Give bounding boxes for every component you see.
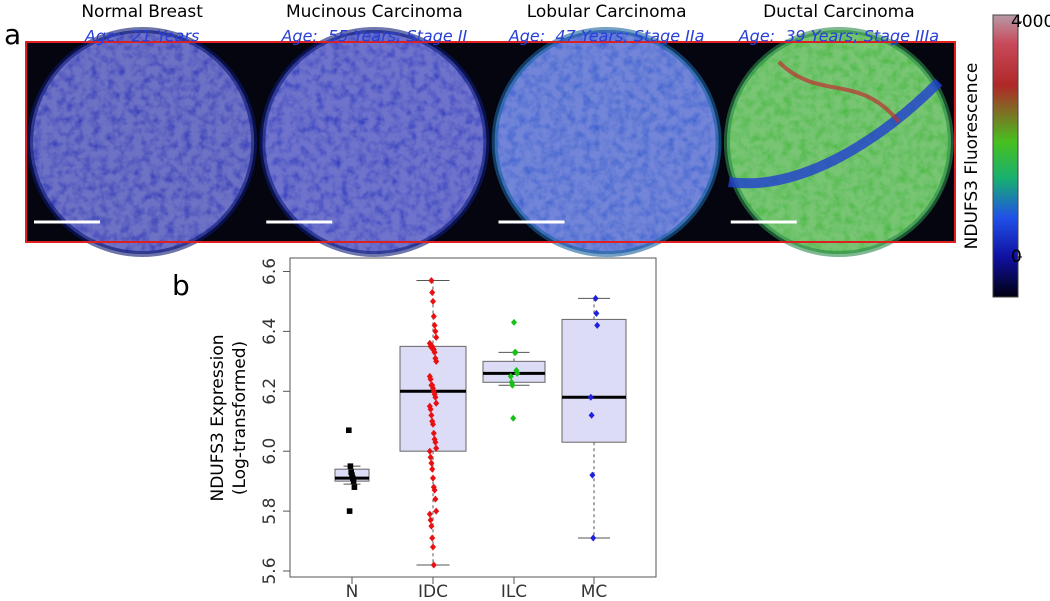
data-point	[430, 297, 436, 305]
y-axis-label: (Log-transformed)	[230, 341, 250, 495]
image-strip	[25, 27, 956, 257]
data-point	[431, 348, 438, 356]
data-point	[592, 294, 599, 302]
data-point	[432, 495, 439, 503]
x-tick-label: IDC	[418, 582, 448, 601]
data-point	[350, 478, 357, 484]
data-point	[593, 309, 600, 317]
data-point	[509, 381, 516, 389]
x-tick-label: ILC	[501, 582, 527, 601]
colorbar-label: NDUFS3 Fluorescence	[962, 63, 982, 250]
data-point	[433, 333, 440, 341]
data-point	[351, 484, 358, 490]
tissue-edge	[259, 27, 490, 257]
data-point	[430, 312, 437, 320]
data-point	[350, 475, 356, 481]
colorbar	[992, 14, 1019, 298]
y-axis-label: NDUFS3 Expression	[208, 334, 228, 501]
data-point	[348, 469, 354, 475]
image-border	[25, 41, 956, 243]
image-subtitle: Age: 21 Years	[84, 27, 200, 46]
stain	[728, 78, 943, 189]
data-point	[587, 393, 594, 401]
data-point	[510, 414, 517, 422]
y-tick-label: 6.0	[260, 438, 280, 465]
data-point	[511, 318, 517, 326]
data-point	[428, 411, 435, 419]
data-point	[430, 429, 437, 437]
data-point	[429, 465, 436, 473]
data-point	[507, 372, 514, 380]
data-point	[428, 276, 435, 284]
box	[561, 318, 627, 443]
image-title: Normal Breast	[81, 2, 203, 22]
x-tick-label: N	[346, 582, 359, 601]
data-point	[428, 459, 435, 467]
data-point	[426, 510, 433, 518]
data-point	[433, 507, 440, 515]
stain	[777, 60, 901, 124]
image-title: Lobular Carcinoma	[527, 2, 687, 22]
data-point	[433, 357, 440, 365]
data-point	[514, 369, 521, 377]
data-point	[430, 561, 437, 569]
x-tick-label: MC	[581, 582, 608, 601]
tissue-core	[30, 30, 255, 254]
tissue-core	[726, 30, 951, 254]
data-point	[427, 516, 434, 524]
data-point	[432, 438, 439, 446]
y-tick-label: 6.6	[260, 258, 280, 285]
data-point	[429, 288, 436, 296]
image-subtitle: Age: 47 Years; Stage IIa	[508, 27, 705, 46]
image-subtitle: Age: 39 Years; Stage IIIa	[738, 27, 939, 46]
data-point	[430, 474, 436, 482]
data-point	[427, 375, 434, 383]
tissue-core	[262, 30, 487, 254]
data-point	[427, 453, 434, 461]
image-subtitle: Age: 55 Years; Stage II	[280, 27, 467, 46]
tissue-core	[494, 30, 719, 254]
data-point	[428, 522, 435, 530]
data-point	[347, 463, 354, 469]
plot-frame	[289, 257, 657, 578]
colorbar-tick-label: 4000	[1011, 12, 1050, 32]
colorbar-tick-label: 0	[1011, 247, 1022, 267]
data-point	[346, 508, 353, 514]
data-point	[426, 447, 433, 455]
data-point	[432, 393, 439, 401]
data-point	[432, 327, 439, 335]
data-point	[433, 399, 440, 407]
data-point	[430, 420, 436, 428]
data-point	[427, 405, 434, 413]
data-point	[588, 411, 595, 419]
tissue-edge	[27, 27, 258, 257]
y-tick-label: 5.8	[260, 498, 280, 525]
data-point	[431, 321, 438, 329]
data-point	[512, 348, 519, 356]
tissue-edge	[723, 27, 954, 257]
data-point	[349, 472, 355, 478]
data-point	[589, 471, 596, 479]
data-point	[431, 486, 438, 494]
y-tick-label: 6.2	[260, 378, 280, 405]
panel-label: b	[172, 269, 190, 302]
data-point	[433, 444, 440, 452]
panel-label: a	[4, 18, 21, 51]
data-point	[430, 543, 436, 551]
y-tick-label: 5.6	[260, 557, 280, 584]
tissue-edge	[491, 27, 722, 257]
y-tick-label: 6.4	[260, 318, 280, 345]
data-point	[590, 534, 597, 542]
image-title: Mucinous Carcinoma	[286, 2, 463, 22]
data-point	[346, 427, 352, 434]
image-title: Ductal Carcinoma	[763, 2, 915, 22]
data-point	[594, 321, 601, 329]
data-point	[429, 534, 436, 542]
